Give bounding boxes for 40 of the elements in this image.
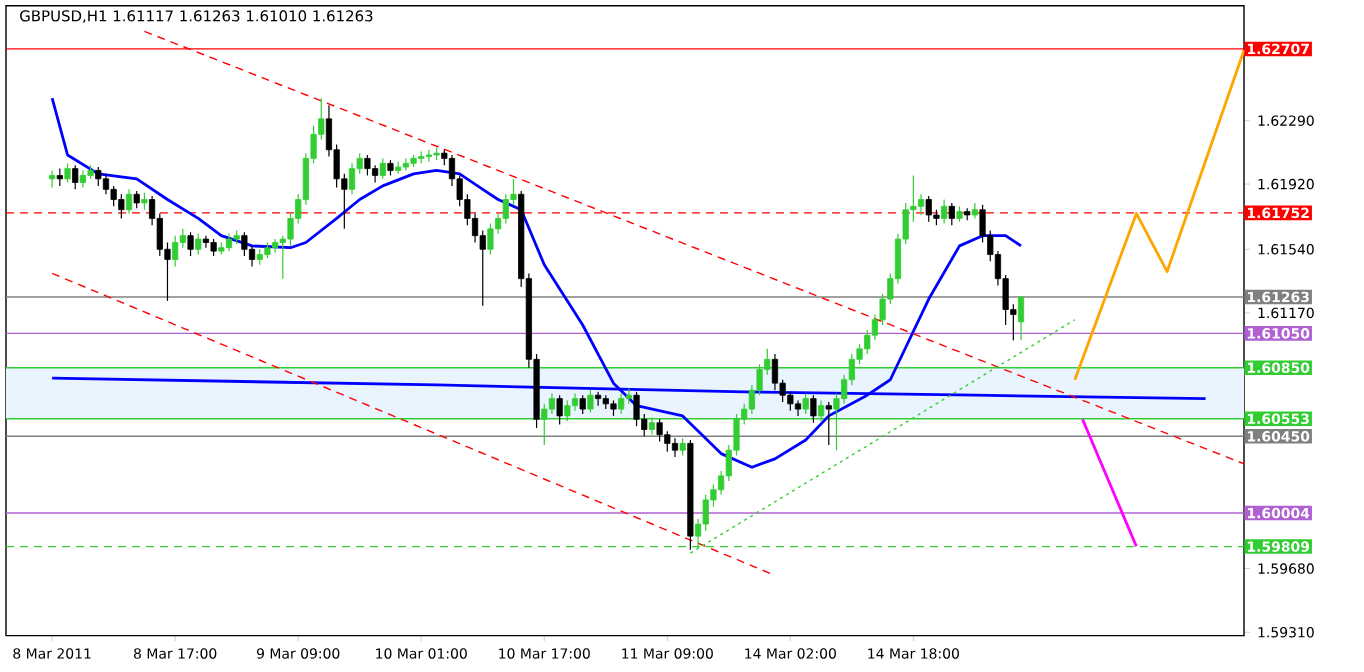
candlestick [825, 401, 832, 446]
candlestick [364, 154, 371, 177]
candlestick [202, 235, 210, 249]
candlestick [794, 399, 802, 417]
candlestick [664, 430, 671, 453]
candlestick [625, 387, 632, 405]
candlestick [587, 389, 594, 414]
candlestick [656, 418, 663, 443]
candlestick [633, 391, 640, 427]
candlestick [79, 169, 86, 189]
candlestick [579, 394, 586, 415]
candlestick [102, 173, 110, 195]
candlestick [548, 393, 556, 415]
candlestick [618, 393, 625, 415]
candlestick [810, 394, 817, 424]
candlestick [556, 394, 563, 426]
candlestick [402, 157, 409, 172]
candlestick [348, 162, 356, 195]
candlestick [118, 193, 125, 219]
candlestick [379, 157, 386, 180]
candlestick [172, 235, 179, 268]
candlestick [802, 393, 809, 415]
candlestick [272, 238, 279, 254]
candlestick [771, 353, 779, 391]
candlestick [925, 195, 932, 223]
candlestick [941, 198, 948, 225]
candlestick [64, 162, 71, 184]
candlestick [571, 393, 579, 412]
candlestick [72, 164, 79, 190]
candlestick [917, 193, 925, 216]
candlestick [187, 231, 194, 257]
candlestick [125, 188, 133, 214]
candlestick [49, 169, 56, 189]
candlestick [595, 391, 602, 407]
candlestick [95, 166, 102, 187]
candlestick [1017, 296, 1025, 341]
candlestick [948, 202, 955, 226]
candlestick [671, 437, 679, 458]
candlestick [195, 233, 202, 256]
candlestick [425, 149, 433, 163]
